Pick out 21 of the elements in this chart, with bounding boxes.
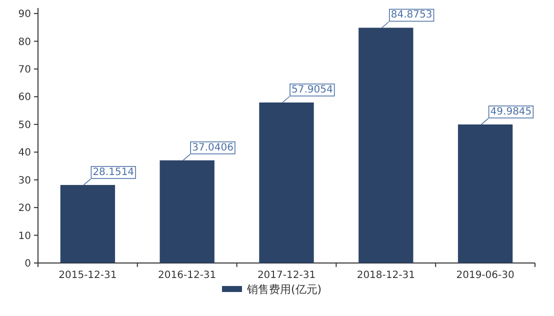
y-tick-label: 30 [18,175,31,186]
x-tick-label: 2019-06-30 [456,270,514,281]
legend-label: 销售费用(亿元) [246,283,322,296]
y-tick-label: 50 [18,120,31,131]
y-tick-label: 40 [18,148,31,159]
data-label: 84.8753 [390,10,432,21]
y-tick-label: 90 [18,9,31,20]
x-tick-label: 2016-12-31 [158,270,216,281]
y-tick-label: 70 [18,64,31,76]
data-label: 49.9845 [490,106,532,118]
y-tick-label: 0 [24,258,31,270]
y-tick-label: 60 [18,92,31,104]
x-tick-label: 2017-12-31 [257,270,316,281]
y-tick-label: 80 [18,36,31,48]
y-tick-label: 10 [18,230,31,242]
x-tick-label: 2018-12-31 [356,270,415,281]
y-tick-label: 20 [18,203,31,214]
data-label: 28.1514 [92,166,134,178]
data-label: 57.9054 [292,84,333,96]
x-tick-label: 2015-12-31 [58,270,117,281]
data-label: 37.0406 [192,142,234,154]
